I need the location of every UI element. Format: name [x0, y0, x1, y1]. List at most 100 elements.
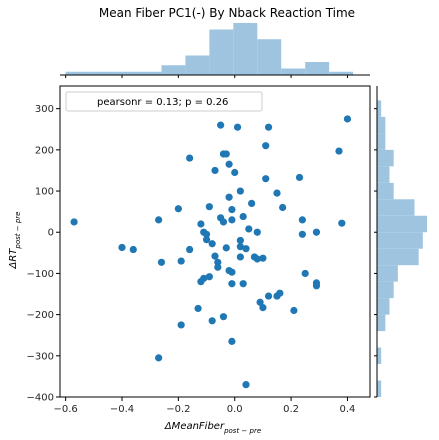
scatter-point-16: [208, 240, 216, 248]
scatter-point-38: [228, 205, 236, 214]
right-histogram-bar: [377, 182, 394, 200]
top-histogram-bar: [161, 65, 186, 75]
scatter-point-49: [242, 245, 250, 253]
scatter-point-41: [231, 168, 239, 177]
x-tick-label: −0.6: [53, 404, 77, 415]
scatter-point-2: [129, 245, 137, 254]
pearson-annotation: pearsonr = 0.13; p = 0.26: [97, 97, 228, 108]
scatter-point-37: [228, 280, 236, 288]
right-histogram-bar: [377, 116, 386, 134]
y-axis-label-sub: post − pre: [14, 212, 22, 250]
scatter-point-10: [186, 154, 194, 162]
scatter-point-76: [335, 147, 343, 155]
scatter-point-66: [276, 289, 284, 297]
y-axis-label: ΔRTpost − pre: [8, 212, 22, 270]
scatter-point-6: [174, 205, 182, 213]
scatter-points: [70, 97, 352, 389]
top-histogram-bar: [209, 29, 234, 75]
right-histogram: [374, 86, 427, 398]
scatter-point-21: [200, 274, 208, 282]
right-histogram-bar: [377, 248, 419, 266]
scatter-point-9: [186, 245, 194, 254]
x-tick-label: 0.4: [340, 404, 356, 415]
right-histogram-bar: [377, 298, 390, 315]
scatter-point-26: [217, 121, 225, 129]
top-histogram-bar: [281, 68, 306, 75]
right-histogram-bar: [377, 314, 386, 332]
scatter-point-8: [177, 321, 185, 329]
scatter-point-58: [259, 304, 267, 312]
scatter-point-5: [155, 354, 163, 362]
chart-title: Mean Fiber PC1(-) By Nback Reaction Time: [99, 6, 355, 20]
scatter-point-71: [298, 230, 306, 238]
scatter-point-56: [253, 255, 261, 263]
top-histogram-bar: [89, 71, 114, 75]
x-tick-label: −0.4: [110, 404, 134, 415]
top-histogram-bar: [65, 71, 90, 75]
scatter-point-47: [239, 280, 247, 288]
scatter-point-4: [157, 258, 166, 266]
scatter-point-11: [197, 220, 205, 228]
scatter-point-22: [194, 304, 202, 313]
y-tick-label: −400: [27, 393, 54, 404]
scatter-point-31: [219, 313, 228, 321]
scatter-point-68: [290, 306, 298, 315]
scatter-point-32: [219, 218, 228, 226]
x-axis-label-sub: post − pre: [223, 427, 261, 435]
scatter-point-28: [222, 150, 230, 158]
y-tick-label: −100: [27, 269, 54, 280]
scatter-point-70: [298, 216, 306, 224]
scatter-point-1: [118, 243, 126, 252]
scatter-point-67: [279, 203, 287, 212]
scatter-point-7: [177, 257, 185, 265]
right-histogram-bar: [377, 380, 382, 397]
scatter-point-18: [211, 166, 219, 175]
y-tick-label: −200: [27, 310, 54, 321]
scatter-point-19: [208, 317, 216, 325]
scatter-point-46: [236, 187, 244, 195]
scatter-point-13: [202, 230, 211, 238]
y-tick-label: 0: [48, 228, 54, 239]
scatter-point-17: [205, 203, 213, 211]
top-histogram-bar: [329, 71, 354, 75]
scatter-point-43: [236, 236, 244, 245]
scatter-point-15: [205, 273, 213, 281]
y-tick-label: 300: [35, 104, 54, 115]
y-tick-label: −300: [27, 351, 54, 362]
scatter-point-25: [214, 263, 222, 271]
scatter-point-52: [248, 199, 256, 207]
scatter-point-63: [264, 292, 273, 300]
x-axis-label-main: ΔMeanFiber: [164, 421, 225, 432]
scatter-point-3: [155, 216, 163, 224]
scatter-point-40: [228, 337, 236, 345]
top-histogram-bar: [185, 55, 210, 75]
scatter-point-78: [343, 115, 352, 123]
right-histogram-bar: [377, 347, 382, 365]
scatter-point-34: [225, 193, 233, 201]
right-histogram-bar: [377, 149, 394, 167]
scatter-point-48: [239, 212, 247, 221]
scatter-point-75: [312, 282, 321, 290]
scatter-point-36: [228, 268, 236, 276]
scatter-point-45: [236, 253, 244, 261]
scatter-point-44: [236, 243, 244, 251]
y-axis-ticks: −400 −300 −200 −100 0 100 200 300: [27, 104, 60, 404]
x-axis-ticks: −0.6 −0.4 −0.2 0.0 0.2 0.4: [53, 397, 355, 415]
right-histogram-bar: [377, 265, 398, 282]
right-histogram-bar: [377, 281, 394, 299]
scatter-point-57: [256, 298, 264, 306]
scatter-point-33: [222, 244, 230, 252]
scatter-point-51: [245, 225, 253, 233]
scatter-point-77: [338, 219, 346, 227]
x-tick-label: −0.2: [166, 404, 190, 415]
scatter-point-29: [225, 160, 233, 168]
top-histogram-bar: [305, 62, 330, 75]
scatter-point-59: [259, 254, 267, 262]
scatter-point-69: [295, 173, 304, 182]
legend-box: pearsonr = 0.13; p = 0.26: [65, 91, 263, 112]
scatter-point-60: [262, 142, 270, 150]
x-tick-label: 0.2: [283, 404, 299, 415]
scatter-point-73: [312, 228, 321, 236]
scatter-point-72: [301, 269, 309, 278]
right-histogram-bar: [377, 133, 386, 150]
